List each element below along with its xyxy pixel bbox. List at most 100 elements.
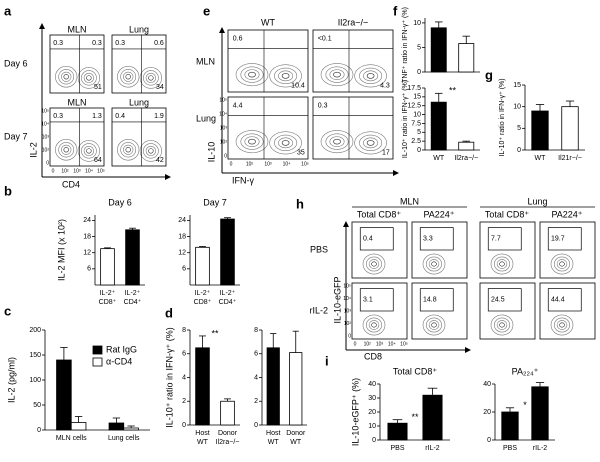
y-tick-label: 0 <box>417 69 421 76</box>
contour <box>366 73 375 79</box>
y-tick-label: 10 <box>413 20 421 27</box>
y-tick-label: 20 <box>483 409 491 416</box>
gate-percent: 44.4 <box>551 297 565 304</box>
y-tick-label: 4 <box>254 374 258 381</box>
flow-plot <box>111 107 167 167</box>
x-tick-label: IL-2⁺ <box>195 290 211 297</box>
flow-plot <box>312 96 394 160</box>
x-tick-label: 10⁴ <box>283 161 291 167</box>
x-tick-label: WT <box>197 439 209 446</box>
axis-label: IL-10⁺ ratio in IFN-γ⁺ (%) <box>499 78 506 156</box>
bar <box>70 422 87 431</box>
legend-label: α-CD4 <box>106 356 132 366</box>
column-label: Lung <box>129 24 149 34</box>
contour <box>325 66 349 83</box>
x-tick-label: 10⁵ <box>97 168 105 174</box>
y-tick-label: 24 <box>83 217 91 224</box>
contour <box>499 261 505 267</box>
contour <box>125 147 131 153</box>
x-tick-label: Donor <box>218 430 238 437</box>
contour <box>77 140 100 162</box>
x-tick-label: 0 <box>230 161 233 167</box>
contour <box>63 147 69 153</box>
y-tick-label: 8 <box>254 327 258 334</box>
bar <box>56 359 72 431</box>
contour <box>425 256 442 272</box>
y-tick-label: 6 <box>182 266 186 273</box>
contour <box>366 140 375 146</box>
gate-percent: 35 <box>297 150 305 157</box>
y-tick-label: 100 <box>29 377 41 384</box>
contour <box>61 144 72 155</box>
y-tick-label: 10⁴ <box>219 111 227 117</box>
x-tick-label: rIL-2 <box>425 445 440 452</box>
contour <box>496 320 508 330</box>
bar <box>501 411 519 441</box>
column-label: PA224⁺ <box>423 209 454 219</box>
y-tick-label: 18 <box>178 233 186 240</box>
contour <box>365 256 382 272</box>
axis-label: IL-10-eGFP⁺ (%) <box>350 378 360 446</box>
y-tick-label: 0 <box>224 153 227 159</box>
y-tick-label: 8 <box>182 327 186 334</box>
x-tick-label: PBS <box>503 445 517 452</box>
bar <box>220 218 235 286</box>
gate-percent: 0.3 <box>53 113 63 120</box>
contour <box>143 70 159 86</box>
flow-plot <box>49 34 105 94</box>
chart-title: Day 7 <box>203 197 227 207</box>
gate-percent: 0.4 <box>115 113 125 120</box>
y-tick-label: 20 <box>368 409 376 416</box>
contour <box>58 69 75 85</box>
contour <box>431 322 437 328</box>
contour <box>125 74 131 80</box>
x-tick-label: 10⁴ <box>388 341 396 347</box>
flow-plot <box>49 107 105 167</box>
gate <box>487 288 522 312</box>
column-label: Lung <box>129 97 149 107</box>
gate-percent: 0.3 <box>92 40 102 47</box>
bar <box>123 427 139 431</box>
contour <box>61 71 72 82</box>
y-tick-label: 0 <box>487 437 491 444</box>
row-label: MLN <box>196 56 215 66</box>
gate-percent: 10.4 <box>291 83 305 90</box>
y-tick-label: 200 <box>29 327 41 334</box>
gate-percent: 14.8 <box>423 297 437 304</box>
gate-percent: 17 <box>382 150 390 157</box>
y-tick-label: 50 <box>33 402 41 409</box>
y-tick-label: 12.5 <box>407 103 421 110</box>
axis-label: IL-10-eGFP <box>332 276 342 323</box>
contour <box>123 144 134 155</box>
y-tick-label: 12 <box>178 250 186 257</box>
contour <box>490 314 514 336</box>
bar <box>289 352 303 426</box>
y-tick-label: 15 <box>513 82 521 89</box>
y-tick-label: 10⁴ <box>343 296 351 302</box>
gate-percent: 0.6 <box>233 36 243 43</box>
contour <box>278 70 294 82</box>
panel-label: d <box>165 305 173 320</box>
y-tick-label: 6 <box>182 351 186 358</box>
contour <box>556 259 568 269</box>
y-tick-label: 0 <box>46 160 49 166</box>
column-label: Total CD8⁺ <box>485 209 530 219</box>
contour <box>145 72 157 83</box>
contour <box>148 75 154 81</box>
contour <box>244 69 260 80</box>
gate-percent: 0.6 <box>154 40 164 47</box>
contour <box>496 259 508 269</box>
contour <box>274 134 298 151</box>
x-tick-label: IL-2⁺ <box>220 290 236 297</box>
contour <box>63 74 69 80</box>
column-label: PA224⁺ <box>551 209 582 219</box>
contour <box>86 75 92 81</box>
gate <box>547 227 582 251</box>
gate <box>547 288 582 312</box>
gate-percent: 34 <box>156 84 164 91</box>
y-tick-label: 10⁵ <box>219 97 227 103</box>
panel-label: b <box>4 183 12 198</box>
contour <box>333 138 341 145</box>
contour <box>362 314 386 336</box>
y-tick-label: 0 <box>37 427 41 434</box>
